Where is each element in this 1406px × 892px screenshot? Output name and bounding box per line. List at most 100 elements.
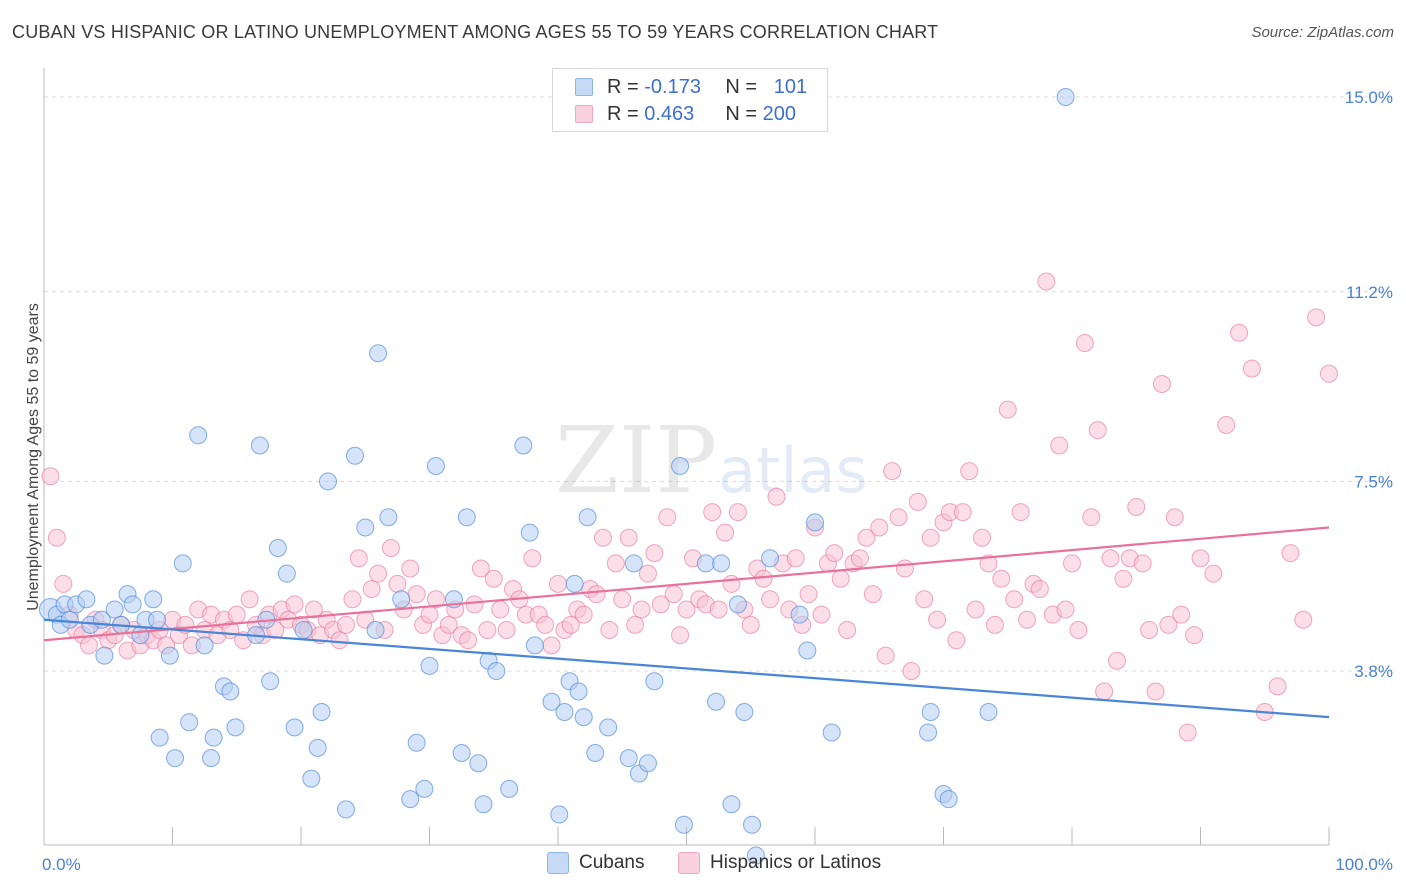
hispanics-point [401, 559, 420, 578]
cubans-point [345, 446, 364, 465]
correlation-legend: R = -0.173 N = 101 R = 0.463 N = 200 [552, 68, 828, 132]
hispanics-point [1069, 621, 1088, 639]
cubans-points [38, 88, 1075, 865]
hispanics-point [741, 615, 760, 634]
trend-lines [43, 526, 1330, 719]
cubans-point [457, 508, 476, 527]
hispanics-point [1075, 334, 1094, 352]
cubans-point [578, 508, 597, 527]
cubans-point [565, 574, 584, 593]
cubans-point [822, 723, 841, 742]
cubans-point [939, 790, 958, 809]
hispanics-point [478, 621, 497, 639]
hispanics-point [1114, 569, 1133, 588]
hispanics-point [651, 595, 670, 614]
hispanics-point [1146, 682, 1165, 701]
cubans-point [638, 754, 657, 773]
cubans-point [261, 672, 280, 691]
axis-labels: 3.8% 7.5% 11.2% 15.0% 0.0% 100.0% Unemployment… [25, 88, 1393, 874]
hispanics-point [966, 600, 985, 619]
y-tick-label: 15.0% [1345, 88, 1393, 107]
cubans-point [520, 523, 539, 542]
hispanics-point [388, 574, 407, 593]
cubans-point [302, 769, 321, 788]
cubans-point [202, 749, 221, 768]
hispanics-point [761, 590, 780, 609]
hispanics-point [915, 590, 934, 609]
cubans-point [150, 728, 169, 747]
hispanics-point [227, 605, 246, 624]
cubans-point [555, 703, 574, 721]
cubans-point [1056, 88, 1075, 106]
cubans-point [356, 518, 375, 537]
hispanics-point [587, 585, 606, 604]
hispanics-point [638, 564, 657, 583]
hispanics-point [330, 631, 349, 650]
hispanics-point [838, 621, 857, 639]
legend-row-cubans: R = -0.173 N = 101 [575, 75, 807, 99]
cubans-point [131, 626, 150, 645]
hispanics-point [1152, 375, 1171, 393]
hispanics-point [876, 646, 895, 665]
hispanics-point [863, 585, 882, 604]
cubans-point [487, 662, 506, 680]
hispanics-point [549, 574, 567, 593]
hispanics-point [1133, 554, 1152, 573]
hispanics-point [484, 569, 503, 588]
cubans-point [696, 554, 715, 573]
cubans-point [226, 718, 245, 737]
hispanics-point [1178, 723, 1197, 742]
grid-lines [44, 96, 1395, 672]
hispanics-point [1268, 677, 1287, 696]
cubans-point [599, 718, 618, 737]
hispanics-point [979, 554, 998, 573]
hispanics-point [1140, 621, 1159, 639]
legend-r-value: -0.173 [644, 75, 701, 98]
hispanics-point [664, 585, 683, 604]
cubans-point [452, 744, 471, 762]
y-tick-label: 11.2% [1346, 283, 1393, 302]
cubans-point [336, 800, 355, 819]
hispanics-point [1011, 503, 1030, 522]
hispanics-point [497, 621, 516, 639]
hispanics-point [561, 615, 580, 634]
watermark: ZIP atlas [555, 407, 868, 514]
cubans-point [645, 672, 664, 691]
cubans-point [514, 436, 533, 455]
hispanics-point [240, 590, 259, 609]
cubans-point [105, 600, 124, 619]
cubans-point [735, 703, 754, 721]
cubans-point [95, 646, 114, 665]
cubans-point [707, 692, 726, 711]
hispanics-point [1018, 610, 1037, 629]
hispanics-point [54, 574, 73, 593]
cubans-point [746, 846, 765, 865]
cubans-point [674, 815, 693, 834]
hispanics-point [883, 462, 902, 481]
cubans-point [525, 636, 544, 655]
hispanics-point [1185, 626, 1204, 645]
cubans-point [60, 610, 79, 629]
hispanics-point [491, 600, 510, 619]
cubans-point [250, 436, 269, 455]
cubans-point [148, 610, 167, 629]
hispanics-point [825, 544, 844, 563]
cubans-point [277, 564, 296, 583]
cubans-point [285, 718, 304, 737]
cubans-point [420, 656, 439, 675]
cubans-point [798, 641, 817, 660]
hispanics-point [671, 626, 690, 645]
source-credit: Source: ZipAtlas.com [1251, 24, 1394, 41]
hispanics-point [459, 631, 478, 650]
hispanics-point [600, 621, 619, 639]
cubans-point [624, 554, 643, 573]
hispanics-point [831, 569, 850, 588]
hispanics-point [998, 400, 1017, 419]
hispanics-point [850, 549, 869, 568]
hispanics-point [1242, 359, 1261, 378]
hispanics-point [542, 636, 561, 655]
cubans-swatch [547, 852, 569, 874]
cubans-point [712, 554, 731, 573]
hispanics-point [343, 590, 362, 609]
legend-row-hispanics: R = 0.463 N = 200 [575, 102, 796, 126]
